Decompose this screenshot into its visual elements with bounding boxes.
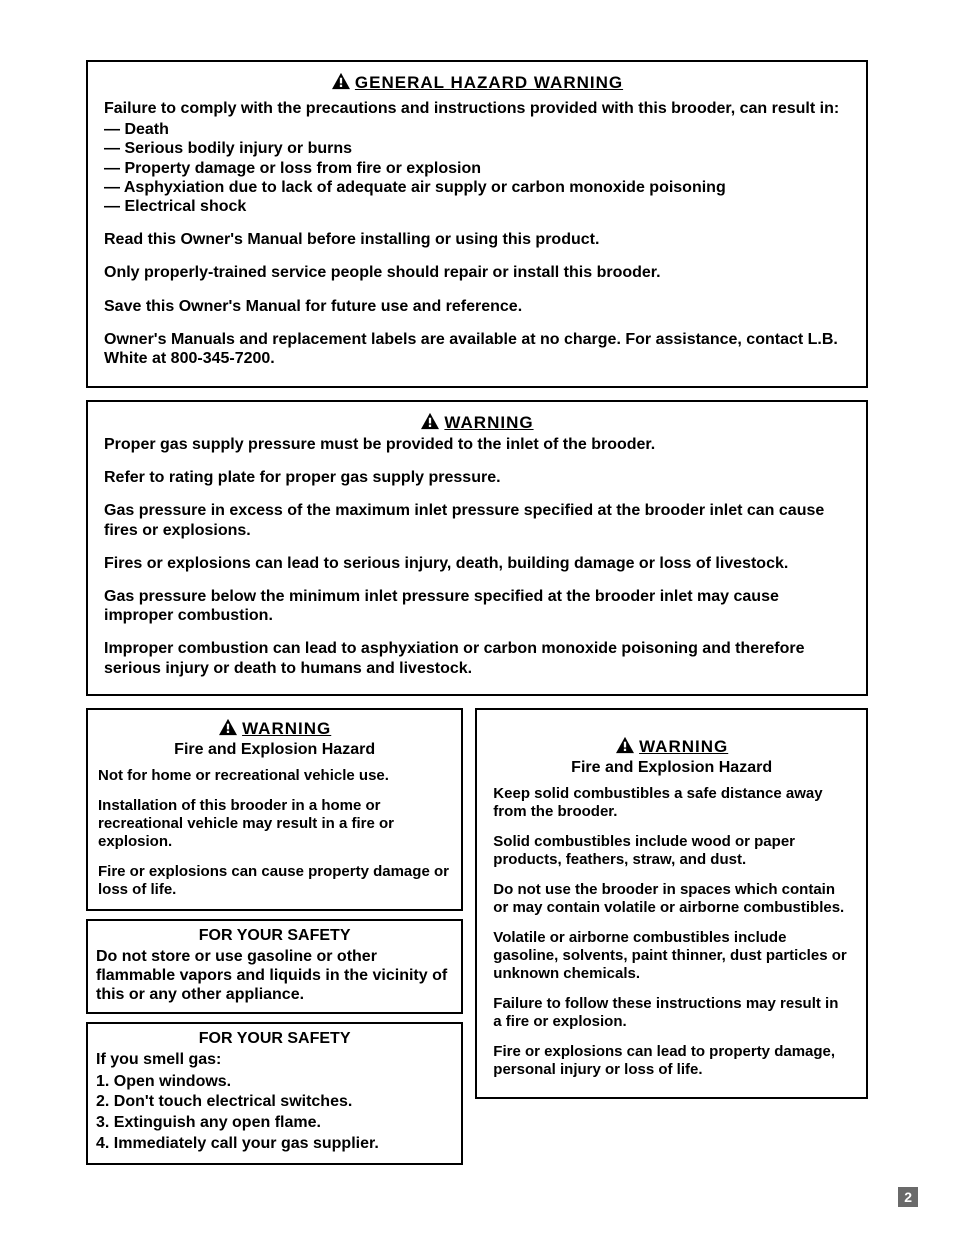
left-warning-box: WARNING Fire and Explosion Hazard Not fo… (86, 708, 463, 911)
general-hazard-title: GENERAL HAZARD WARNING (355, 73, 623, 92)
list-item: Asphyxiation due to lack of adequate air… (104, 178, 850, 197)
right-column: WARNING Fire and Explosion Hazard Keep s… (475, 708, 868, 1099)
list-item: Electrical shock (104, 197, 850, 216)
general-hazard-intro: Failure to comply with the precautions a… (104, 99, 850, 118)
safety-num-list: 1. Open windows. 2. Don't touch electric… (96, 1072, 453, 1155)
paragraph: Failure to follow these instructions may… (493, 995, 850, 1031)
safety-box-2: FOR YOUR SAFETY If you smell gas: 1. Ope… (86, 1022, 463, 1164)
left-column: WARNING Fire and Explosion Hazard Not fo… (86, 708, 463, 1165)
paragraph: Keep solid combustibles a safe distance … (493, 785, 850, 821)
page: GENERAL HAZARD WARNING Failure to comply… (0, 0, 954, 1235)
general-hazard-list: Death Serious bodily injury or burns Pro… (104, 120, 850, 216)
paragraph: Read this Owner's Manual before installi… (104, 230, 850, 249)
gas-warning-title: WARNING (444, 413, 533, 432)
list-item: Property damage or loss from fire or exp… (104, 159, 850, 178)
paragraph: Gas pressure below the minimum inlet pre… (104, 587, 850, 625)
general-hazard-box: GENERAL HAZARD WARNING Failure to comply… (86, 60, 868, 388)
paragraph: Volatile or airborne combustibles includ… (493, 929, 850, 983)
paragraph: Fire or explosions can cause property da… (98, 863, 451, 899)
list-item: 4. Immediately call your gas supplier. (96, 1134, 453, 1155)
paragraph: Solid combustibles include wood or paper… (493, 833, 850, 869)
list-item: 3. Extinguish any open flame. (96, 1113, 453, 1134)
paragraph: Owner's Manuals and replacement labels a… (104, 330, 850, 368)
paragraph: Save this Owner's Manual for future use … (104, 297, 850, 316)
paragraph: Gas pressure in excess of the maximum in… (104, 501, 850, 539)
warning-triangle-icon (615, 736, 635, 757)
right-warning-box: WARNING Fire and Explosion Hazard Keep s… (475, 708, 868, 1099)
right-warning-title: WARNING (639, 737, 728, 756)
paragraph: Only properly-trained service people sho… (104, 263, 850, 282)
safety-title: FOR YOUR SAFETY (96, 1030, 453, 1048)
general-hazard-title-row: GENERAL HAZARD WARNING (104, 72, 850, 93)
gas-warning-title-row: WARNING (104, 412, 850, 433)
safety-lead: If you smell gas: (96, 1050, 453, 1069)
warning-triangle-icon (218, 718, 238, 739)
warning-triangle-icon (331, 72, 351, 93)
list-item: Serious bodily injury or burns (104, 139, 850, 158)
paragraph: Not for home or recreational vehicle use… (98, 767, 451, 785)
paragraph: Fires or explosions can lead to serious … (104, 554, 850, 573)
paragraph: Refer to rating plate for proper gas sup… (104, 468, 850, 487)
list-item: 2. Don't touch electrical switches. (96, 1092, 453, 1113)
right-warning-subtitle: Fire and Explosion Hazard (493, 759, 850, 777)
paragraph: Installation of this brooder in a home o… (98, 797, 451, 851)
left-warning-title-row: WARNING (98, 718, 451, 739)
safety-body: Do not store or use gasoline or other fl… (96, 947, 453, 1005)
left-warning-subtitle: Fire and Explosion Hazard (98, 741, 451, 759)
warning-triangle-icon (420, 412, 440, 433)
paragraph: Do not use the brooder in spaces which c… (493, 881, 850, 917)
page-number: 2 (898, 1187, 918, 1207)
left-warning-title: WARNING (242, 719, 331, 738)
paragraph: Improper combustion can lead to asphyxia… (104, 639, 850, 677)
right-warning-title-row: WARNING (493, 736, 850, 757)
gas-warning-box: WARNING Proper gas supply pressure must … (86, 400, 868, 696)
two-column-row: WARNING Fire and Explosion Hazard Not fo… (86, 708, 868, 1165)
safety-box-1: FOR YOUR SAFETY Do not store or use gaso… (86, 919, 463, 1015)
list-item: 1. Open windows. (96, 1072, 453, 1093)
safety-title: FOR YOUR SAFETY (96, 927, 453, 945)
list-item: Death (104, 120, 850, 139)
paragraph: Fire or explosions can lead to property … (493, 1043, 850, 1079)
paragraph: Proper gas supply pressure must be provi… (104, 435, 850, 454)
